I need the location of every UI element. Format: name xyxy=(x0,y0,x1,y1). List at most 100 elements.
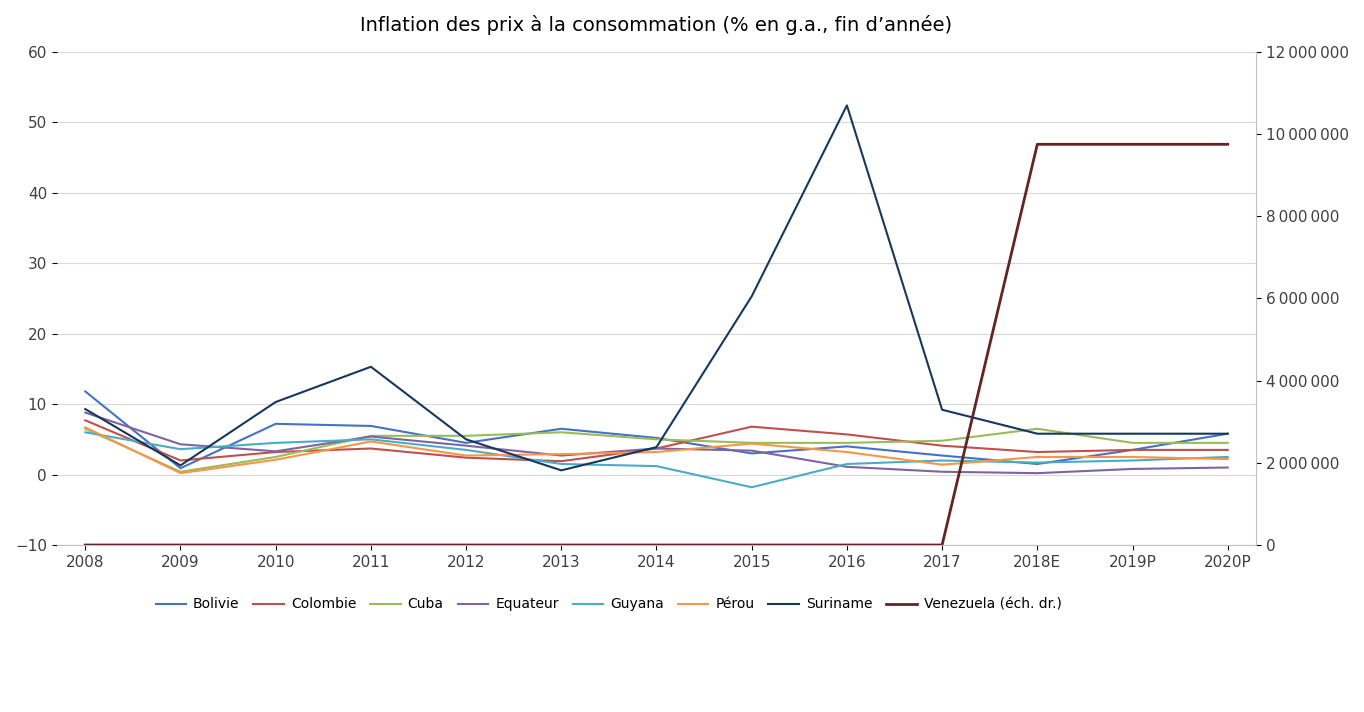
Pérou xyxy=(78,423,94,431)
Pérou xyxy=(363,437,379,446)
Line: Cuba: Cuba xyxy=(86,429,1228,472)
Venezuela (éch. dr.) xyxy=(363,540,379,549)
Suriname xyxy=(78,405,94,414)
Pérou xyxy=(458,451,475,460)
Venezuela (éch. dr.) xyxy=(267,540,284,549)
Bolivie xyxy=(1124,446,1140,454)
Bolivie xyxy=(363,422,379,430)
Colombie xyxy=(1219,446,1236,454)
Venezuela (éch. dr.) xyxy=(1028,140,1045,149)
Bolivie xyxy=(648,434,664,442)
Guyana xyxy=(743,483,760,491)
Venezuela (éch. dr.) xyxy=(934,540,951,549)
Title: Inflation des prix à la consommation (% en g.a., fin d’année): Inflation des prix à la consommation (% … xyxy=(360,15,952,35)
Guyana xyxy=(172,445,188,454)
Bolivie xyxy=(934,451,951,460)
Guyana xyxy=(554,460,570,468)
Cuba xyxy=(78,424,94,433)
Suriname xyxy=(172,461,188,470)
Cuba xyxy=(1219,439,1236,447)
Colombie xyxy=(458,454,475,462)
Suriname xyxy=(1028,429,1045,438)
Suriname xyxy=(267,398,284,407)
Cuba xyxy=(934,436,951,445)
Venezuela (éch. dr.) xyxy=(458,540,475,549)
Suriname xyxy=(839,101,855,110)
Pérou xyxy=(267,456,284,464)
Line: Suriname: Suriname xyxy=(86,105,1228,471)
Guyana xyxy=(458,446,475,454)
Colombie xyxy=(1124,446,1140,454)
Legend: Bolivie, Colombie, Cuba, Equateur, Guyana, Pérou, Suriname, Venezuela (éch. dr.): Bolivie, Colombie, Cuba, Equateur, Guyan… xyxy=(150,592,1067,617)
Venezuela (éch. dr.) xyxy=(1219,140,1236,149)
Line: Pérou: Pérou xyxy=(86,427,1228,473)
Guyana xyxy=(839,460,855,468)
Cuba xyxy=(1124,439,1140,447)
Cuba xyxy=(267,453,284,461)
Guyana xyxy=(363,435,379,444)
Equateur xyxy=(1219,464,1236,472)
Pérou xyxy=(839,448,855,456)
Equateur xyxy=(1028,469,1045,478)
Guyana xyxy=(78,428,94,436)
Venezuela (éch. dr.) xyxy=(743,540,760,549)
Line: Guyana: Guyana xyxy=(86,432,1228,487)
Colombie xyxy=(172,456,188,465)
Equateur xyxy=(554,451,570,460)
Suriname xyxy=(458,435,475,444)
Cuba xyxy=(839,439,855,447)
Venezuela (éch. dr.) xyxy=(78,540,94,549)
Bolivie xyxy=(743,449,760,458)
Colombie xyxy=(78,416,94,424)
Pérou xyxy=(934,461,951,469)
Equateur xyxy=(743,446,760,455)
Equateur xyxy=(267,447,284,456)
Equateur xyxy=(934,468,951,476)
Suriname xyxy=(1124,429,1140,438)
Colombie xyxy=(363,444,379,453)
Suriname xyxy=(363,362,379,371)
Pérou xyxy=(554,450,570,459)
Bolivie xyxy=(554,424,570,433)
Colombie xyxy=(743,422,760,431)
Colombie xyxy=(934,441,951,450)
Pérou xyxy=(743,439,760,448)
Guyana xyxy=(267,439,284,447)
Guyana xyxy=(1219,453,1236,461)
Equateur xyxy=(839,463,855,471)
Cuba xyxy=(1028,424,1045,433)
Suriname xyxy=(1219,429,1236,438)
Cuba xyxy=(172,468,188,476)
Colombie xyxy=(554,457,570,466)
Colombie xyxy=(267,448,284,456)
Suriname xyxy=(554,466,570,475)
Equateur xyxy=(1124,465,1140,473)
Guyana xyxy=(648,462,664,471)
Colombie xyxy=(839,430,855,439)
Suriname xyxy=(648,443,664,451)
Cuba xyxy=(554,428,570,436)
Cuba xyxy=(648,435,664,444)
Bolivie xyxy=(839,442,855,451)
Pérou xyxy=(1124,453,1140,461)
Equateur xyxy=(172,440,188,449)
Venezuela (éch. dr.) xyxy=(1124,140,1140,149)
Line: Equateur: Equateur xyxy=(86,412,1228,473)
Colombie xyxy=(648,444,664,453)
Guyana xyxy=(934,456,951,465)
Pérou xyxy=(172,469,188,478)
Venezuela (éch. dr.) xyxy=(648,540,664,549)
Venezuela (éch. dr.) xyxy=(554,540,570,549)
Colombie xyxy=(1028,448,1045,456)
Suriname xyxy=(934,405,951,414)
Guyana xyxy=(1028,459,1045,467)
Bolivie xyxy=(78,387,94,396)
Bolivie xyxy=(172,464,188,473)
Line: Bolivie: Bolivie xyxy=(86,392,1228,468)
Equateur xyxy=(78,408,94,417)
Equateur xyxy=(363,432,379,441)
Equateur xyxy=(458,441,475,450)
Bolivie xyxy=(1219,429,1236,438)
Equateur xyxy=(648,444,664,453)
Bolivie xyxy=(267,419,284,428)
